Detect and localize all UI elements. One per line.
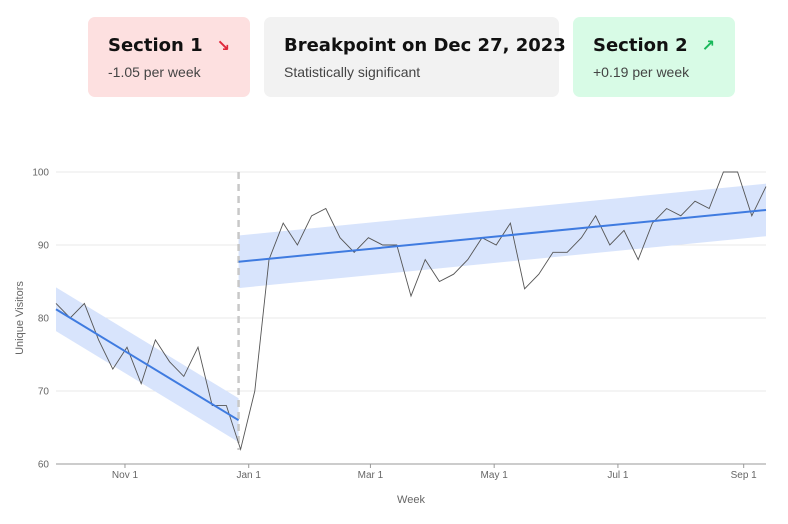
x-axis-label: Week [397,494,425,506]
breakpoint-summary-card: Breakpoint on Dec 27, 2023 Statistically… [264,17,566,97]
trend-line [238,208,767,263]
breakpoint-title: Breakpoint on Dec 27, 2023 [284,35,566,56]
x-tick-label: May 1 [481,470,509,481]
x-tick-label: Mar 1 [358,470,384,481]
y-tick-label: 60 [38,460,50,471]
breakpoint-significance: Statistically significant [284,64,421,80]
raw-series-line [55,171,767,452]
trend-line [55,308,240,422]
axes: 60 70 80 90 100 Nov 1 Jan 1 Mar 1 May 1 Jul 1 Sep … [32,168,766,481]
section-1-title: Section 1 [108,35,203,56]
section-2-title: Section 2 [593,35,688,56]
y-tick-label: 70 [38,387,50,398]
raw-series [55,171,767,452]
trend-lines [55,208,767,422]
y-tick-label: 80 [38,314,50,325]
section-1-rate: -1.05 per week [108,64,201,80]
arrow-up-right-icon: ↗ [701,36,715,55]
section-2-rate: +0.19 per week [593,64,690,80]
y-tick-label: 90 [38,241,50,252]
confidence-bands [56,183,767,443]
y-axis-label: Unique Visitors [14,281,26,355]
x-tick-label: Nov 1 [112,470,139,481]
section-1-summary-card: Section 1 ↘ -1.05 per week [88,17,250,97]
y-tick-label: 100 [32,168,49,179]
x-tick-label: Jul 1 [607,470,629,481]
x-tick-label: Sep 1 [731,470,758,481]
arrow-down-right-icon: ↘ [216,36,230,55]
section-2-summary-card: Section 2 ↗ +0.19 per week [573,17,735,97]
x-tick-label: Jan 1 [236,470,261,481]
